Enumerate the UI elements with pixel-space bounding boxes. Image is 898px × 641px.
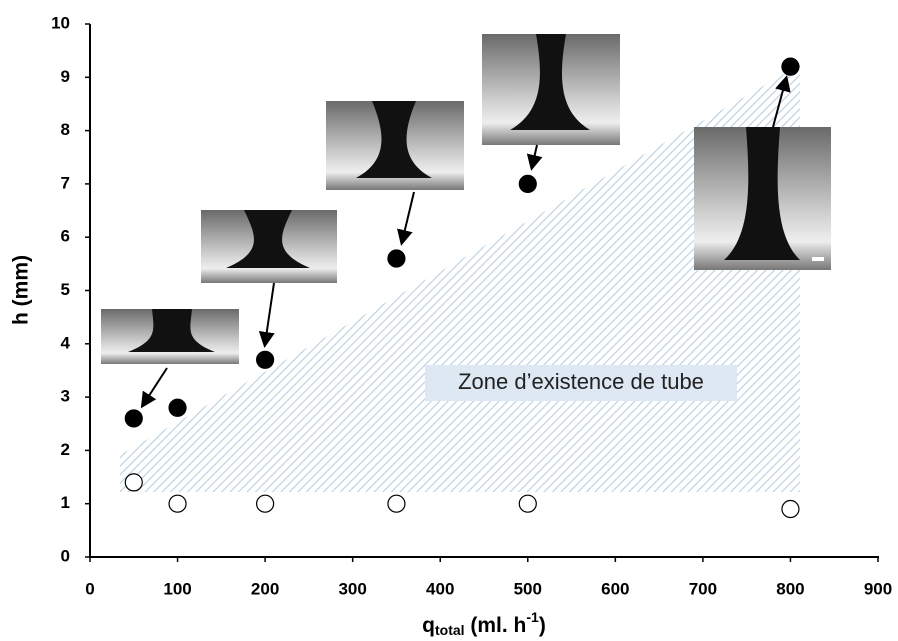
open-point bbox=[518, 494, 537, 513]
y-tick-label: 9 bbox=[61, 67, 70, 86]
filled-point bbox=[168, 398, 187, 417]
x-tick-label: 900 bbox=[864, 579, 892, 598]
y-tick-label: 6 bbox=[61, 227, 70, 246]
y-tick-label: 2 bbox=[61, 440, 70, 459]
y-tick-label: 0 bbox=[61, 546, 70, 565]
filled-point bbox=[781, 57, 800, 76]
annotation: Zone d’existence de tube bbox=[458, 369, 704, 394]
y-tick-label: 7 bbox=[61, 173, 70, 192]
open-point bbox=[124, 473, 143, 492]
photo bbox=[694, 127, 831, 270]
x-tick-label: 800 bbox=[776, 579, 804, 598]
y-tick-label: 5 bbox=[61, 280, 70, 299]
annotation-box bbox=[425, 365, 737, 401]
photo bbox=[101, 309, 239, 364]
x-title-close: ) bbox=[539, 614, 546, 637]
arrows bbox=[140, 75, 791, 409]
x-title-main: q bbox=[422, 614, 435, 637]
photos bbox=[101, 34, 831, 364]
y-tick-label: 4 bbox=[61, 333, 71, 352]
x-tick-label: 700 bbox=[689, 579, 717, 598]
x-tick-label: 300 bbox=[338, 579, 366, 598]
filled-point bbox=[124, 409, 143, 428]
y-tick-label: 8 bbox=[61, 120, 70, 139]
x-tick-label: 400 bbox=[426, 579, 454, 598]
x-tick-label: 600 bbox=[601, 579, 629, 598]
x-tick-label: 0 bbox=[85, 579, 94, 598]
y-tick-label: 3 bbox=[61, 387, 70, 406]
open-point bbox=[781, 499, 800, 519]
x-title-unit: (ml. h bbox=[465, 614, 527, 637]
x-tick-label: 500 bbox=[514, 579, 542, 598]
y-axis-title: h (mm) bbox=[10, 255, 33, 325]
y-tick-label: 10 bbox=[51, 13, 70, 32]
filled-point bbox=[256, 350, 275, 369]
x-tick-label: 200 bbox=[251, 579, 279, 598]
open-point bbox=[256, 494, 275, 513]
x-title-sup: -1 bbox=[526, 609, 539, 625]
photo bbox=[201, 210, 337, 283]
x-tick-label: 100 bbox=[163, 579, 191, 598]
y-tick-label: 1 bbox=[61, 493, 70, 512]
x-title-sub: total bbox=[435, 622, 465, 638]
photo bbox=[482, 34, 620, 145]
filled-point bbox=[387, 249, 406, 268]
open-point bbox=[387, 494, 406, 513]
x-axis-title: qtotal (ml. h-1) bbox=[422, 609, 546, 638]
open-point bbox=[168, 494, 187, 513]
filled-point bbox=[518, 174, 537, 193]
photo bbox=[326, 101, 464, 190]
